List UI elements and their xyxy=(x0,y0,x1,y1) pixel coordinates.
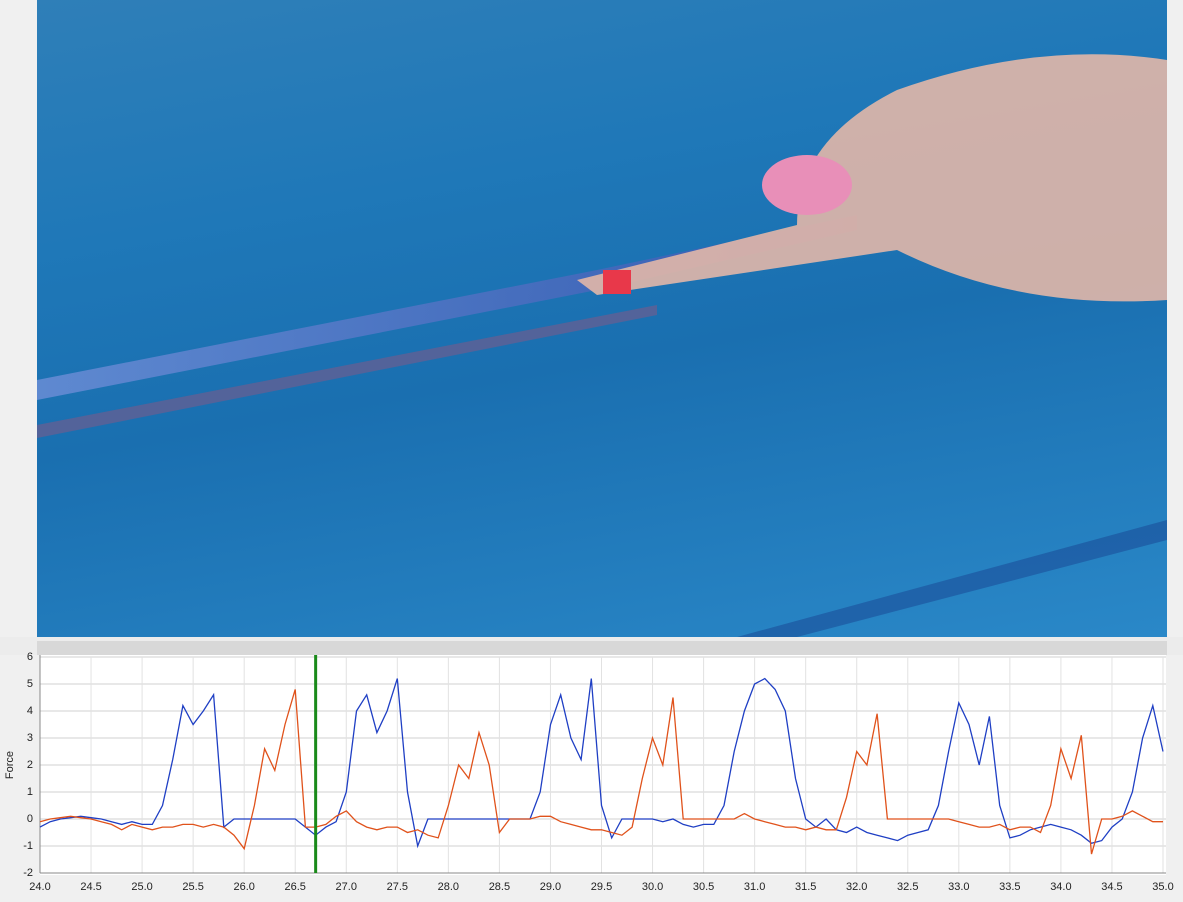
data-line xyxy=(39,689,1163,855)
x-tick-label: 30.0 xyxy=(642,881,663,893)
x-tick-label: 30.5 xyxy=(693,881,714,893)
x-tick-label: 28.0 xyxy=(438,881,459,893)
x-tick-label: 28.5 xyxy=(489,881,510,893)
x-tick-label: 29.0 xyxy=(540,881,561,893)
x-tick-label: 31.0 xyxy=(744,881,765,893)
y-tick-label: 0 xyxy=(27,813,33,825)
x-tick-label: 35.0 xyxy=(1152,881,1173,893)
y-tick-label: -1 xyxy=(23,840,33,852)
y-tick-label: 5 xyxy=(27,678,33,690)
y-tick-label: 6 xyxy=(27,651,33,663)
data-line xyxy=(39,677,1164,849)
x-tick-label: 26.5 xyxy=(285,881,306,893)
x-tick-label: 29.5 xyxy=(591,881,612,893)
x-tick-label: 24.0 xyxy=(29,881,50,893)
video-frame xyxy=(37,0,1167,637)
video-image xyxy=(37,54,1167,637)
x-tick-label: 32.0 xyxy=(846,881,867,893)
x-tick-label: 24.5 xyxy=(80,881,101,893)
scroll-bar[interactable] xyxy=(37,641,1167,655)
x-tick-label: 34.0 xyxy=(1050,881,1071,893)
y-tick-label: 2 xyxy=(27,759,33,771)
y-tick-label: 4 xyxy=(27,705,33,717)
x-tick-label: 25.5 xyxy=(182,881,203,893)
x-tick-label: 31.5 xyxy=(795,881,816,893)
y-tick-label: 3 xyxy=(27,732,33,744)
chart: Force -2 -1 0 1 2 3 4 5 6 24.0 24.5 25.0 25.5 26.0 26.… xyxy=(0,637,1183,893)
x-tick-label: 34.5 xyxy=(1101,881,1122,893)
x-tick-label: 27.5 xyxy=(387,881,408,893)
x-tick-label: 26.0 xyxy=(233,881,254,893)
x-tick-label: 33.5 xyxy=(999,881,1020,893)
y-tick-label: -2 xyxy=(23,867,33,879)
x-tick-label: 32.5 xyxy=(897,881,918,893)
y-tick-label: 1 xyxy=(27,786,33,798)
y-axis-label: Force xyxy=(4,751,16,779)
x-tick-label: 33.0 xyxy=(948,881,969,893)
x-tick-label: 25.0 xyxy=(131,881,152,893)
x-tick-label: 27.0 xyxy=(336,881,357,893)
